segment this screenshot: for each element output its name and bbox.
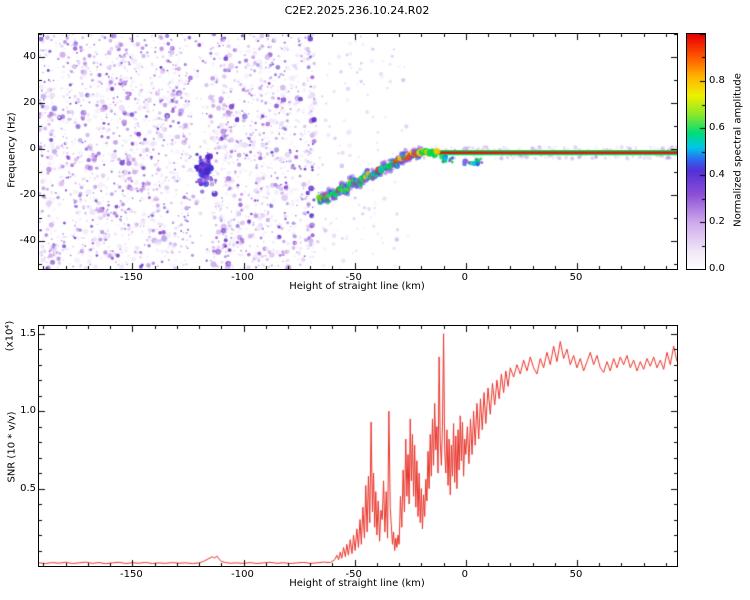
snr-x-tick-label: -50	[345, 569, 362, 580]
spec-x-tick-label: -100	[231, 272, 254, 283]
spectrogram-x-axis-title: Height of straight line (km)	[289, 281, 425, 292]
spectrogram-canvas	[38, 33, 678, 270]
snr-x-tick-label: 0	[461, 569, 468, 580]
colorbar-tick-label: 0.2	[709, 216, 725, 227]
colorbar-canvas	[686, 33, 706, 270]
colorbar-tick-label: 0.6	[709, 122, 725, 133]
spec-y-tick-label: -40	[19, 235, 36, 247]
colorbar-tick-label: 0.8	[709, 75, 725, 86]
chart-title: C2E2.2025.236.10.24.R02	[284, 4, 430, 17]
snr-canvas	[38, 325, 678, 567]
colorbar-tick-label: 0.4	[709, 169, 725, 180]
snr-y-tick-label: 0.5	[20, 482, 36, 494]
spec-x-tick-label: -50	[345, 272, 362, 283]
snr-y-tick-label: 1.0	[20, 405, 36, 417]
colorbar-axis-title: Normalized spectral amplitude	[732, 73, 744, 227]
spec-x-tick-label: -150	[120, 272, 143, 283]
colorbar-tick-label: 0.0	[709, 263, 725, 274]
spec-x-tick-label: 0	[461, 272, 468, 283]
spec-y-tick-label: -20	[19, 189, 36, 201]
snr-x-tick-label: -100	[231, 569, 254, 580]
spec-x-tick-label: 50	[569, 272, 583, 283]
snr-y-axis-title: SNR (10 * v/v)	[6, 411, 18, 483]
spec-y-tick-label: 40	[23, 51, 36, 63]
snr-x-tick-label: 50	[569, 569, 583, 580]
snr-x-tick-label: -150	[120, 569, 143, 580]
spec-y-tick-label: 20	[23, 97, 36, 109]
snr-y-tick-label: 1.5	[20, 327, 36, 339]
snr-x-axis-title: Height of straight line (km)	[289, 578, 425, 589]
spec-y-tick-label: 0	[29, 143, 36, 155]
